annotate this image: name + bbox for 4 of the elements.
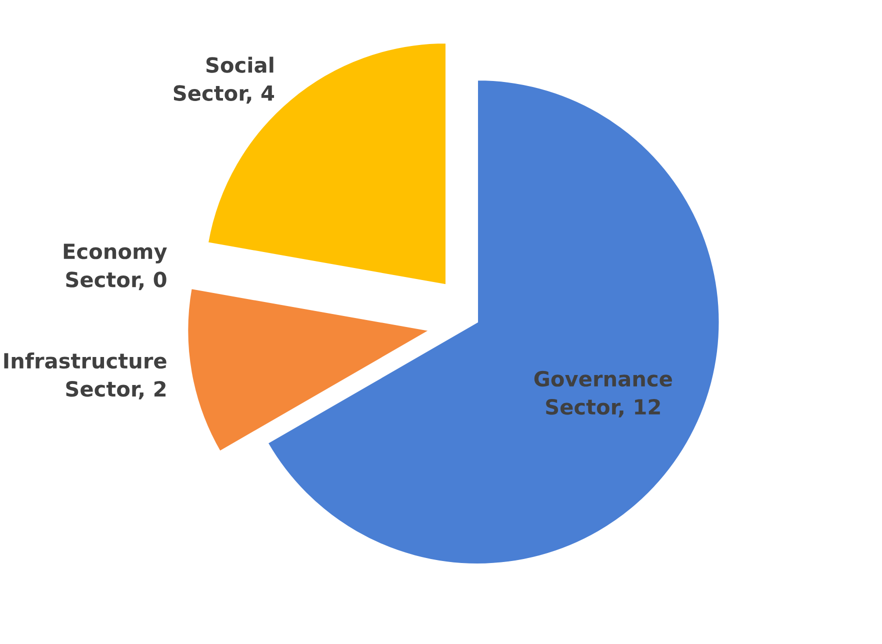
slice-label: Social Sector, 4 [174,56,274,104]
slice-label: Governance Sector, 12 [534,370,672,418]
slice-label: Infrastructure Sector, 2 [4,352,166,400]
category-label: Economy Sector, 0 [64,244,167,290]
